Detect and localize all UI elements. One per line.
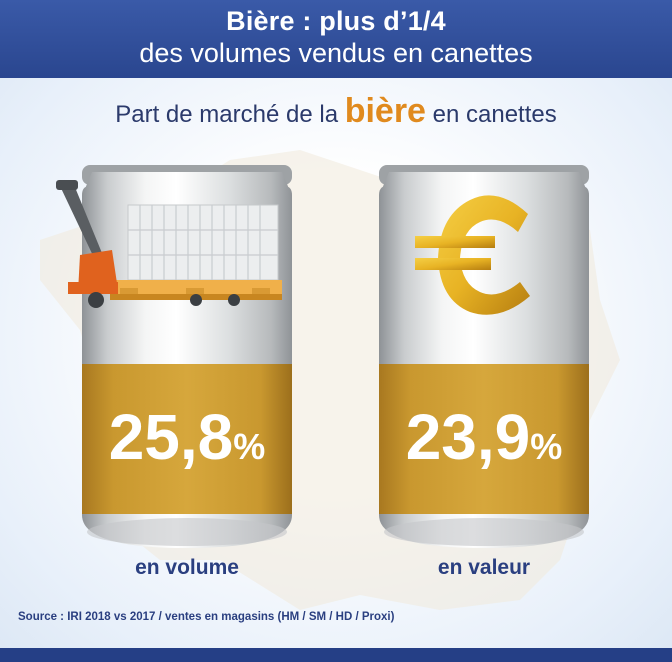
volume-percentage: 25,8% — [77, 400, 297, 474]
main-title: Bière : plus d’1/4 — [226, 6, 446, 36]
value-value: 23,9 — [405, 401, 531, 473]
volume-label: en volume — [135, 556, 239, 579]
volume-unit: % — [233, 426, 266, 467]
volume-value: 25,8 — [108, 401, 234, 473]
value-unit: % — [530, 426, 563, 467]
subtitle-highlight: bière — [344, 92, 426, 130]
source-note: Source : IRI 2018 vs 2017 / ventes en ma… — [18, 611, 395, 623]
value-label: en valeur — [437, 556, 531, 579]
value-percentage: 23,9% — [374, 400, 594, 474]
footer-bar — [0, 648, 672, 662]
pallet-truck-icon — [56, 180, 282, 308]
chart-subtitle: Part de marché de la bière en canettes — [0, 92, 672, 131]
header-banner: Bière : plus d’1/4 des volumes vendus en… — [0, 0, 672, 78]
euro-icon — [415, 195, 530, 315]
subtitle-after: en canettes — [425, 101, 557, 128]
main-subtitle: des volumes vendus en canettes — [139, 38, 533, 68]
subtitle-before: Part de marché de la — [115, 101, 345, 128]
can-right — [379, 165, 589, 548]
